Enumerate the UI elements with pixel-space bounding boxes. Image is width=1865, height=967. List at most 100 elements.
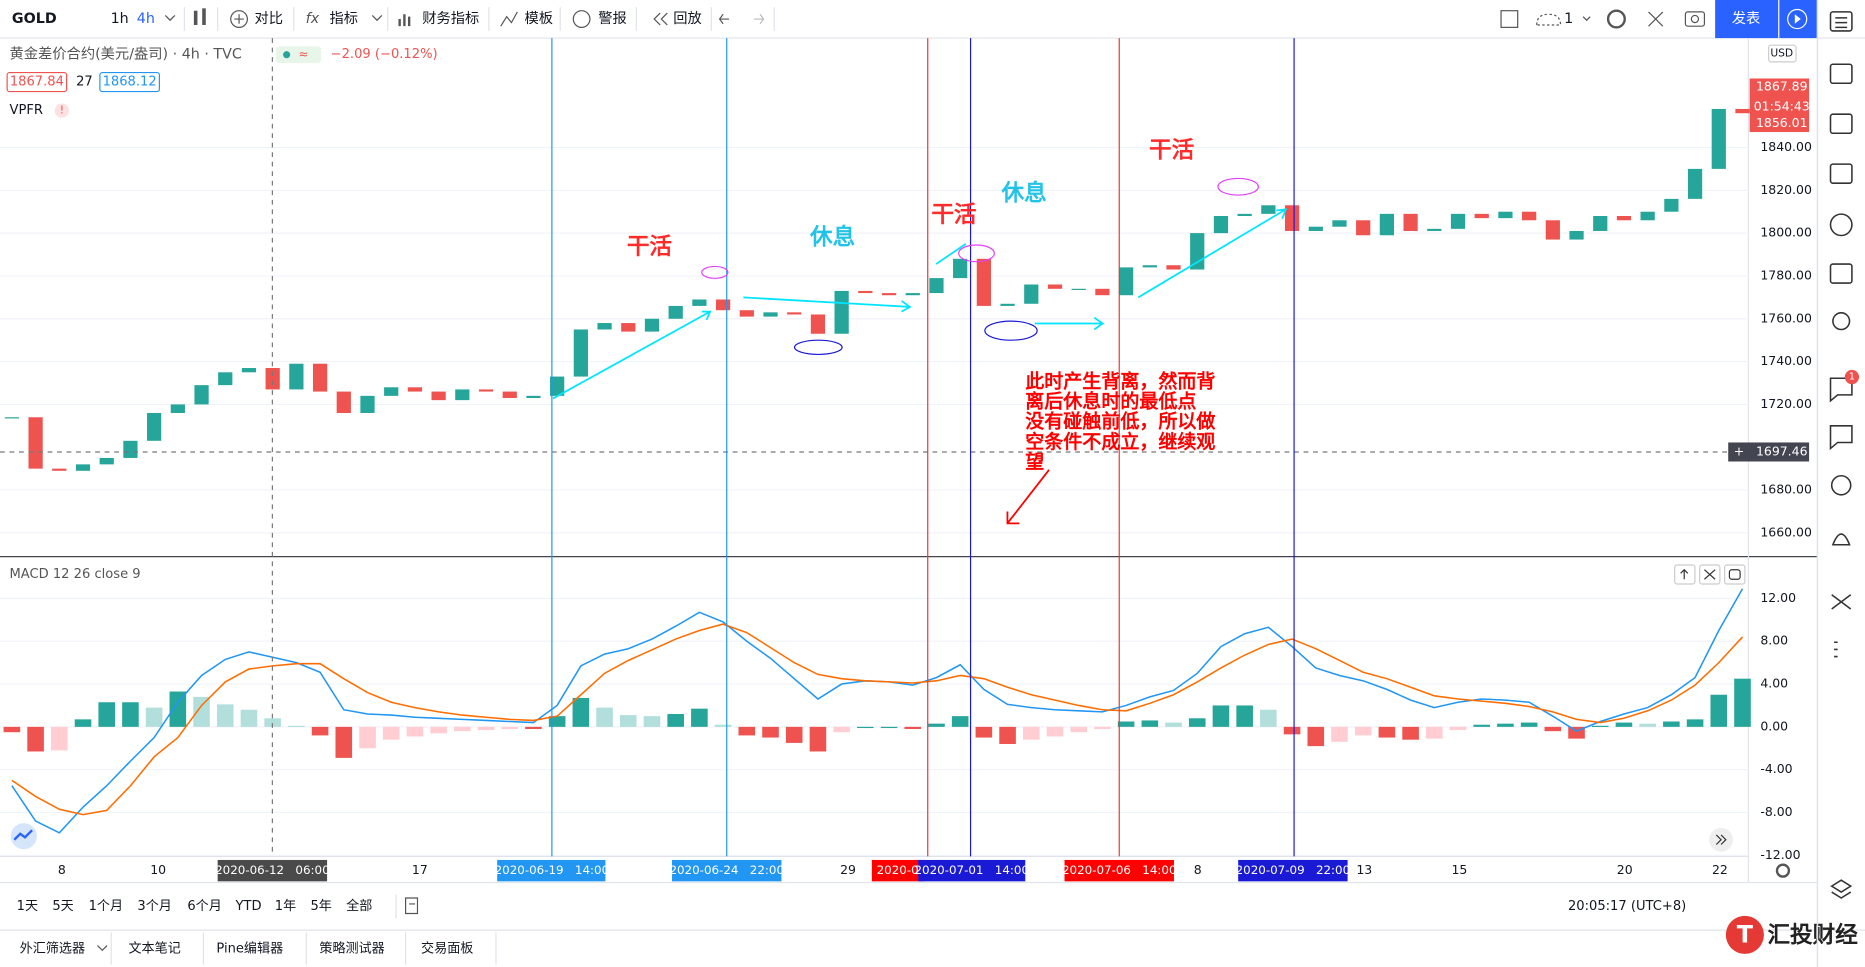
brand: 汇投财经 bbox=[1767, 922, 1858, 949]
range-button[interactable]: 1年 bbox=[275, 898, 296, 914]
candle bbox=[1687, 168, 1703, 199]
histogram-bar bbox=[833, 726, 850, 733]
candle bbox=[644, 318, 660, 332]
histogram-bar bbox=[1307, 726, 1325, 747]
y-tick-label: 12.00 bbox=[1760, 590, 1796, 605]
y-tick-label: 0.00 bbox=[1760, 718, 1788, 733]
histogram-bar bbox=[951, 716, 969, 727]
range-button[interactable]: 3个月 bbox=[137, 898, 171, 914]
candle bbox=[1024, 284, 1039, 304]
indicator: VPFR bbox=[10, 103, 43, 118]
candle bbox=[1142, 265, 1157, 268]
candle bbox=[1735, 108, 1750, 114]
histogram-bar bbox=[1260, 709, 1277, 727]
histogram-bar bbox=[1544, 726, 1562, 732]
histogram-bar bbox=[928, 723, 945, 727]
snapshot[interactable] bbox=[1684, 11, 1706, 27]
histogram-bar bbox=[216, 704, 234, 727]
y-tick-label: 1760.00 bbox=[1760, 310, 1812, 325]
histogram-bar bbox=[169, 691, 187, 727]
time-label: 2020-0 bbox=[877, 863, 919, 877]
histogram-bar bbox=[1402, 726, 1419, 740]
grid: 1660.00 1680.00 1720.00 1740.00 1760.00 1780.… bbox=[0, 139, 1812, 862]
candle bbox=[1047, 284, 1063, 289]
time-label: 8 bbox=[58, 862, 66, 877]
candle bbox=[1593, 215, 1608, 231]
fullscreen-box[interactable] bbox=[1500, 10, 1519, 28]
range-button[interactable]: 5年 bbox=[310, 898, 331, 914]
tab[interactable]: 外汇筛选器 bbox=[20, 941, 85, 957]
change: −2.09 (−0.12%) bbox=[331, 47, 438, 62]
histogram-bar bbox=[1117, 721, 1135, 727]
tab[interactable]: 文本笔记 bbox=[128, 941, 180, 957]
range-button[interactable]: 1个月 bbox=[89, 898, 123, 914]
range-button[interactable]: 5天 bbox=[52, 899, 73, 914]
financials[interactable]: 财务指标 bbox=[422, 10, 479, 27]
candle bbox=[1095, 288, 1110, 296]
time-label: 2020-07-06 14:00 bbox=[1062, 863, 1177, 877]
candle bbox=[1308, 226, 1323, 231]
axis-settings[interactable] bbox=[1775, 863, 1791, 878]
histogram-bar bbox=[193, 696, 210, 727]
candle bbox=[194, 385, 209, 405]
publish[interactable]: 发表 bbox=[1732, 10, 1761, 27]
tab[interactable]: Pine编辑器 bbox=[216, 941, 283, 957]
publish-button[interactable] bbox=[1715, 0, 1779, 39]
y-tick-label: -4.00 bbox=[1760, 761, 1792, 776]
candle bbox=[28, 417, 43, 469]
histogram-bar bbox=[525, 726, 542, 729]
note-line: 望 bbox=[1025, 450, 1044, 473]
svg-text:!: ! bbox=[60, 104, 64, 117]
y-tick-label: 1680.00 bbox=[1760, 482, 1812, 497]
histogram-bar bbox=[335, 726, 353, 758]
interval[interactable]: 4h bbox=[137, 11, 155, 27]
pane-buttons bbox=[1674, 564, 1746, 585]
alerts[interactable]: 警报 bbox=[598, 10, 627, 27]
y-tick-label: 1800.00 bbox=[1760, 225, 1812, 240]
templates[interactable]: 模板 bbox=[525, 10, 554, 27]
time-axis: 8 10 2020-06-12 06:00 17 2020-06-19 14:0… bbox=[58, 859, 1791, 882]
tab[interactable]: 策略测试器 bbox=[319, 940, 384, 957]
histogram-bar bbox=[1639, 723, 1656, 727]
candle bbox=[550, 376, 565, 396]
range-button[interactable]: YTD bbox=[235, 899, 262, 914]
clock: 20:05:17 (UTC+8) bbox=[1568, 899, 1686, 914]
candle bbox=[312, 363, 328, 392]
candle bbox=[1332, 220, 1347, 227]
candle bbox=[502, 391, 517, 398]
candle bbox=[787, 312, 802, 315]
candle bbox=[573, 329, 588, 377]
time-label: 13 bbox=[1356, 862, 1372, 877]
histogram-bar bbox=[454, 726, 471, 732]
layout-count[interactable]: 1 bbox=[1564, 11, 1573, 27]
compare[interactable]: 对比 bbox=[255, 10, 284, 27]
histogram-bar bbox=[1520, 722, 1538, 727]
toolbar bbox=[0, 0, 1865, 39]
candle bbox=[905, 293, 920, 296]
replay[interactable]: 回放 bbox=[673, 10, 702, 27]
time-label: 2020-06-24 22:00 bbox=[669, 863, 784, 877]
candle bbox=[929, 278, 944, 294]
interval[interactable]: 1h bbox=[111, 11, 129, 27]
range-button[interactable]: 全部 bbox=[346, 897, 372, 914]
symbol[interactable]: GOLD bbox=[12, 11, 57, 27]
time-label: 29 bbox=[840, 862, 856, 877]
symbol-title: 黄金差价合约(美元/盎司) · 4h · TVC bbox=[10, 46, 242, 63]
tab[interactable]: 交易面板 bbox=[421, 940, 473, 957]
indicators[interactable]: 指标 bbox=[329, 10, 358, 27]
vertical-lines bbox=[0, 38, 1749, 857]
histogram-bar bbox=[1070, 726, 1087, 733]
crosshair-price: 1697.46 bbox=[1756, 443, 1808, 458]
histogram-bar bbox=[1686, 719, 1704, 727]
note-line: 没有碰触前低，所以做 bbox=[1025, 410, 1215, 433]
candle bbox=[123, 440, 138, 458]
range-button[interactable]: 6个月 bbox=[187, 898, 221, 914]
range-button[interactable]: 1天 bbox=[17, 899, 38, 914]
histogram-bar bbox=[430, 726, 447, 734]
candle bbox=[1711, 108, 1726, 169]
drawings bbox=[552, 177, 1288, 525]
histogram-bar bbox=[1022, 726, 1040, 740]
settings[interactable] bbox=[1606, 9, 1626, 29]
candle bbox=[976, 258, 991, 306]
